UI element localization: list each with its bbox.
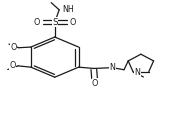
Text: S: S <box>52 18 58 27</box>
Text: O: O <box>10 61 16 70</box>
Text: O: O <box>33 18 40 27</box>
Text: N: N <box>109 63 115 72</box>
Text: O: O <box>70 18 76 27</box>
Text: N: N <box>134 68 140 77</box>
Text: H: H <box>109 64 114 70</box>
Text: O: O <box>10 43 17 52</box>
Text: O: O <box>92 79 98 88</box>
Text: NH: NH <box>62 5 74 14</box>
